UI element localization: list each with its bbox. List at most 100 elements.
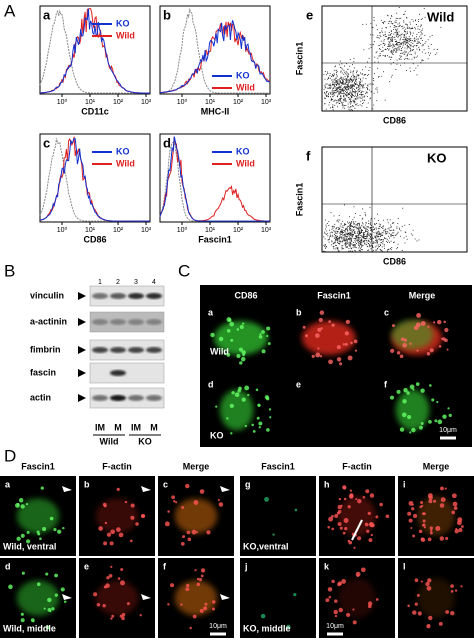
- event-dot: [414, 27, 416, 28]
- event-dot: [336, 89, 338, 90]
- event-dot: [378, 235, 380, 237]
- event-dot: [391, 36, 393, 37]
- event-dot: [355, 83, 357, 85]
- event-dot: [355, 91, 357, 92]
- event-dot: [413, 57, 415, 59]
- event-dot: [333, 90, 335, 92]
- event-dot: [351, 222, 352, 224]
- event-dot: [395, 22, 397, 23]
- event-dot: [378, 231, 380, 233]
- event-dot: [391, 16, 393, 17]
- micrograph: [240, 476, 316, 556]
- event-dot: [406, 70, 407, 71]
- event-dot: [373, 73, 375, 74]
- event-dot: [384, 36, 386, 37]
- event-dot: [350, 240, 352, 241]
- event-dot: [347, 75, 349, 77]
- event-dot: [349, 93, 350, 95]
- event-dot: [401, 33, 403, 35]
- event-dot: [362, 237, 364, 239]
- event-dot: [404, 10, 406, 12]
- puncta: [130, 539, 133, 543]
- event-dot: [407, 26, 409, 28]
- event-dot: [354, 101, 355, 102]
- axis-label: CD86: [383, 256, 406, 266]
- event-dot: [389, 234, 391, 236]
- event-dot: [359, 222, 360, 224]
- event-dot: [399, 58, 401, 60]
- event-dot: [417, 38, 419, 40]
- event-dot: [349, 250, 351, 252]
- puncta: [407, 604, 410, 608]
- event-dot: [375, 24, 377, 26]
- event-dot: [383, 230, 385, 231]
- event-dot: [367, 233, 369, 234]
- event-dot: [360, 78, 361, 80]
- histogram-curve: [39, 9, 150, 94]
- event-dot: [385, 33, 386, 35]
- event-dot: [424, 35, 426, 36]
- event-dot: [376, 239, 378, 241]
- event-dot: [395, 51, 397, 53]
- event-dot: [344, 234, 345, 235]
- event-dot: [348, 87, 350, 89]
- event-dot: [350, 233, 351, 235]
- axis-label: CD86: [83, 234, 106, 244]
- event-dot: [357, 240, 359, 242]
- event-dot: [398, 31, 400, 33]
- puncta: [423, 512, 426, 516]
- event-dot: [406, 17, 408, 19]
- event-dot: [427, 39, 429, 41]
- event-dot: [354, 98, 356, 99]
- event-dot: [348, 244, 350, 245]
- event-dot: [376, 223, 377, 224]
- event-dot: [328, 239, 330, 241]
- event-dot: [349, 238, 351, 239]
- event-dot: [405, 37, 407, 39]
- event-dot: [372, 245, 373, 247]
- event-dot: [421, 24, 422, 26]
- event-dot: [392, 47, 394, 49]
- band: [110, 347, 126, 353]
- event-dot: [346, 232, 348, 234]
- event-dot: [325, 226, 327, 228]
- event-dot: [358, 87, 360, 89]
- event-dot: [382, 42, 384, 44]
- condition-label: IM: [131, 422, 141, 432]
- event-dot: [363, 237, 364, 239]
- event-dot: [326, 95, 327, 96]
- event-dot: [379, 54, 381, 56]
- cell-signal: [213, 321, 268, 355]
- event-dot: [329, 232, 331, 234]
- event-dot: [335, 232, 337, 234]
- event-dot: [405, 38, 406, 40]
- event-dot: [344, 78, 346, 80]
- event-dot: [347, 221, 348, 223]
- event-dot: [411, 50, 413, 51]
- event-dot: [343, 92, 345, 94]
- event-dot: [339, 86, 341, 88]
- event-dot: [418, 239, 420, 241]
- puncta: [218, 336, 224, 342]
- event-dot: [365, 91, 367, 93]
- puncta: [226, 352, 231, 357]
- event-dot: [398, 35, 399, 37]
- event-dot: [338, 86, 340, 88]
- event-dot: [347, 75, 349, 77]
- event-dot: [360, 247, 361, 249]
- event-dot: [334, 223, 336, 225]
- event-dot: [324, 103, 326, 105]
- event-dot: [334, 100, 336, 102]
- event-dot: [346, 87, 348, 89]
- event-dot: [384, 247, 385, 249]
- event-dot: [368, 48, 370, 50]
- event-dot: [359, 94, 361, 95]
- event-dot: [346, 246, 348, 248]
- event-dot: [410, 33, 411, 35]
- event-dot: [377, 236, 379, 238]
- puncta: [429, 348, 434, 353]
- event-dot: [398, 49, 400, 51]
- event-dot: [401, 42, 403, 43]
- puncta: [343, 497, 347, 501]
- event-dot: [357, 232, 359, 234]
